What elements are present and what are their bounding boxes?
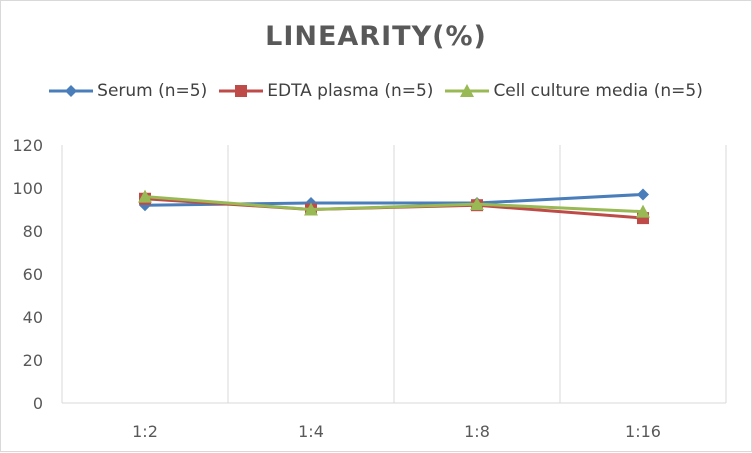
x-tick-label: 1:2 xyxy=(132,422,158,441)
legend: Serum (n=5) EDTA plasma (n=5) Cell culture… xyxy=(1,81,751,101)
square-marker-icon xyxy=(219,85,264,97)
legend-label: EDTA plasma (n=5) xyxy=(267,81,434,101)
data-point xyxy=(636,204,650,218)
y-tick-label: 20 xyxy=(23,351,43,370)
x-tick-label: 1:8 xyxy=(464,422,490,441)
legend-item: EDTA plasma (n=5) xyxy=(219,81,433,101)
y-tick-label: 100 xyxy=(12,179,43,198)
legend-label: Serum (n=5) xyxy=(97,81,208,101)
x-tick-label: 1:16 xyxy=(625,422,661,441)
x-tick-label: 1:4 xyxy=(298,422,324,441)
triangle-marker-icon xyxy=(445,84,490,97)
data-point xyxy=(304,202,318,216)
y-tick-label: 60 xyxy=(23,265,43,284)
legend-label: Cell culture media (n=5) xyxy=(493,81,703,101)
legend-item: Cell culture media (n=5) xyxy=(445,81,703,101)
data-point xyxy=(470,197,484,211)
chart-title: LINEARITY(%) xyxy=(265,21,487,52)
y-tick-label: 120 xyxy=(12,136,43,155)
series-line xyxy=(144,195,644,214)
diamond-marker-icon xyxy=(49,85,94,97)
data-point xyxy=(138,189,152,203)
y-tick-label: 80 xyxy=(23,222,43,241)
data-point xyxy=(637,188,649,201)
legend-item: Serum (n=5) xyxy=(49,81,207,101)
y-tick-label: 0 xyxy=(33,394,43,413)
y-tick-label: 40 xyxy=(23,308,43,327)
